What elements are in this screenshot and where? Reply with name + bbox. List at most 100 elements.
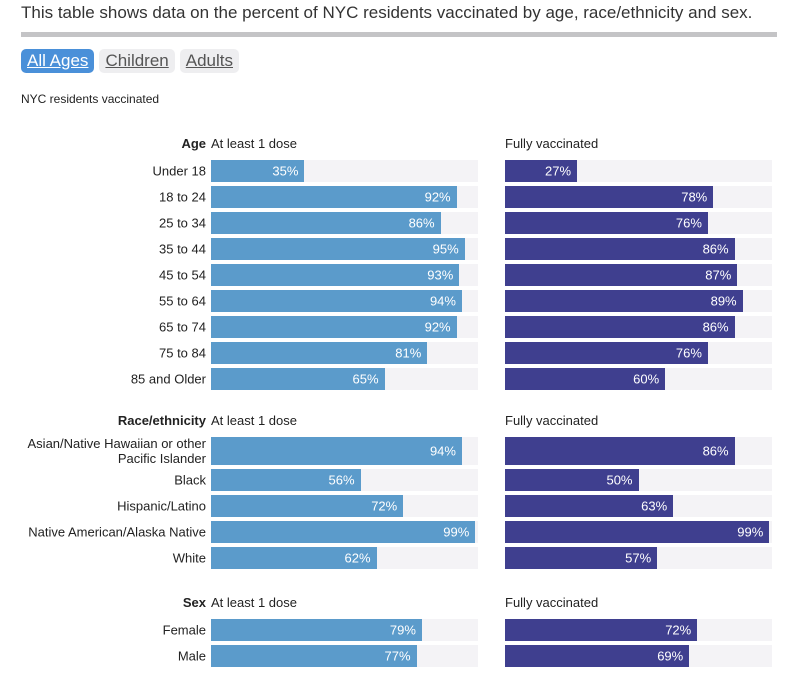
full-value: 76%	[675, 345, 702, 361]
dose-bar: 92%	[211, 316, 457, 338]
row-label: 18 to 24	[159, 189, 206, 205]
row-label: Under 18	[152, 163, 206, 179]
full-bar: 69%	[505, 645, 690, 667]
dose-track: 79%	[211, 619, 478, 641]
tab-children[interactable]: Children	[99, 49, 175, 73]
full-bar: 76%	[505, 342, 708, 364]
full-track: 69%	[505, 645, 772, 667]
dose-bar: 65%	[211, 368, 385, 390]
row-label: Female	[162, 622, 206, 638]
column-label-full: Fully vaccinated	[505, 595, 599, 610]
full-value: 69%	[657, 648, 684, 664]
dose-track: 56%	[211, 469, 478, 491]
group-title: Sex	[182, 595, 206, 610]
table-row: White 62% 57%	[0, 545, 800, 571]
group-sex: Sex At least 1 dose Fully vaccinated Fema…	[0, 595, 800, 669]
dose-value: 99%	[443, 524, 470, 540]
full-bar: 99%	[505, 521, 770, 543]
dose-bar: 77%	[211, 645, 417, 667]
full-value: 72%	[665, 622, 692, 638]
group-title: Age	[181, 136, 206, 151]
table-row: 85 and Older 65% 60%	[0, 366, 800, 392]
full-value: 99%	[737, 524, 764, 540]
dose-value: 72%	[371, 498, 398, 514]
row-label: Male	[177, 648, 206, 664]
dose-bar: 79%	[211, 619, 422, 641]
table-row: 35 to 44 95% 86%	[0, 236, 800, 262]
tab-all-ages[interactable]: All Ages	[21, 49, 95, 73]
full-track: 72%	[505, 619, 772, 641]
full-bar: 89%	[505, 290, 743, 312]
full-bar: 60%	[505, 368, 666, 390]
full-bar: 86%	[505, 316, 735, 338]
dose-bar: 94%	[211, 290, 462, 312]
dose-bar: 86%	[211, 212, 441, 234]
dose-track: 77%	[211, 645, 478, 667]
full-value: 50%	[606, 472, 633, 488]
dose-track: 99%	[211, 521, 478, 543]
group-age: Age At least 1 dose Fully vaccinated Unde…	[0, 136, 800, 392]
age-filter-tabs: All Ages Children Adults	[21, 49, 239, 73]
dose-track: 94%	[211, 437, 478, 465]
full-track: 87%	[505, 264, 772, 286]
dose-value: 92%	[424, 319, 451, 335]
full-track: 86%	[505, 238, 772, 260]
full-track: 86%	[505, 316, 772, 338]
dose-track: 93%	[211, 264, 478, 286]
dose-bar: 92%	[211, 186, 457, 208]
dose-bar: 81%	[211, 342, 428, 364]
table-row: Hispanic/Latino 72% 63%	[0, 493, 800, 519]
full-value: 87%	[705, 267, 732, 283]
dose-value: 79%	[389, 622, 416, 638]
full-track: 76%	[505, 212, 772, 234]
dose-bar: 94%	[211, 437, 462, 465]
group-title: Race/ethnicity	[117, 413, 206, 428]
row-label: 65 to 74	[159, 319, 206, 335]
dose-value: 92%	[424, 189, 451, 205]
full-value: 57%	[625, 550, 652, 566]
table-row: 75 to 84 81% 76%	[0, 340, 800, 366]
full-value: 86%	[702, 443, 729, 459]
full-track: 63%	[505, 495, 772, 517]
row-label: Hispanic/Latino	[117, 498, 206, 514]
full-bar: 87%	[505, 264, 738, 286]
table-row: 55 to 64 94% 89%	[0, 288, 800, 314]
table-row: Male 77% 69%	[0, 643, 800, 669]
full-bar: 27%	[505, 160, 578, 182]
row-label: 85 and Older	[130, 371, 206, 387]
table-row: Native American/Alaska Native 99% 99%	[0, 519, 800, 545]
dose-track: 72%	[211, 495, 478, 517]
dose-value: 35%	[272, 163, 299, 179]
dose-value: 95%	[432, 241, 459, 257]
dose-value: 94%	[429, 293, 456, 309]
row-label: White	[172, 550, 206, 566]
dose-value: 65%	[352, 371, 379, 387]
full-value: 89%	[710, 293, 737, 309]
full-value: 60%	[633, 371, 660, 387]
full-track: 50%	[505, 469, 772, 491]
dose-track: 65%	[211, 368, 478, 390]
full-track: 86%	[505, 437, 772, 465]
group-header: Sex At least 1 dose Fully vaccinated	[0, 595, 800, 617]
full-track: 99%	[505, 521, 772, 543]
table-row: Under 18 35% 27%	[0, 158, 800, 184]
full-value: 86%	[702, 319, 729, 335]
dose-value: 56%	[328, 472, 355, 488]
row-label: 55 to 64	[159, 293, 206, 309]
dose-value: 81%	[395, 345, 422, 361]
dose-track: 94%	[211, 290, 478, 312]
row-label: 25 to 34	[159, 215, 206, 231]
full-bar: 63%	[505, 495, 674, 517]
table-row: 65 to 74 92% 86%	[0, 314, 800, 340]
full-bar: 78%	[505, 186, 714, 208]
dose-bar: 62%	[211, 547, 377, 569]
full-value: 76%	[675, 215, 702, 231]
dose-bar: 95%	[211, 238, 465, 260]
divider	[21, 32, 777, 37]
table-row: 25 to 34 86% 76%	[0, 210, 800, 236]
tab-adults[interactable]: Adults	[179, 49, 239, 73]
row-label: 45 to 54	[159, 267, 206, 283]
row-label: Native American/Alaska Native	[28, 524, 206, 540]
full-bar: 57%	[505, 547, 658, 569]
full-bar: 86%	[505, 238, 735, 260]
